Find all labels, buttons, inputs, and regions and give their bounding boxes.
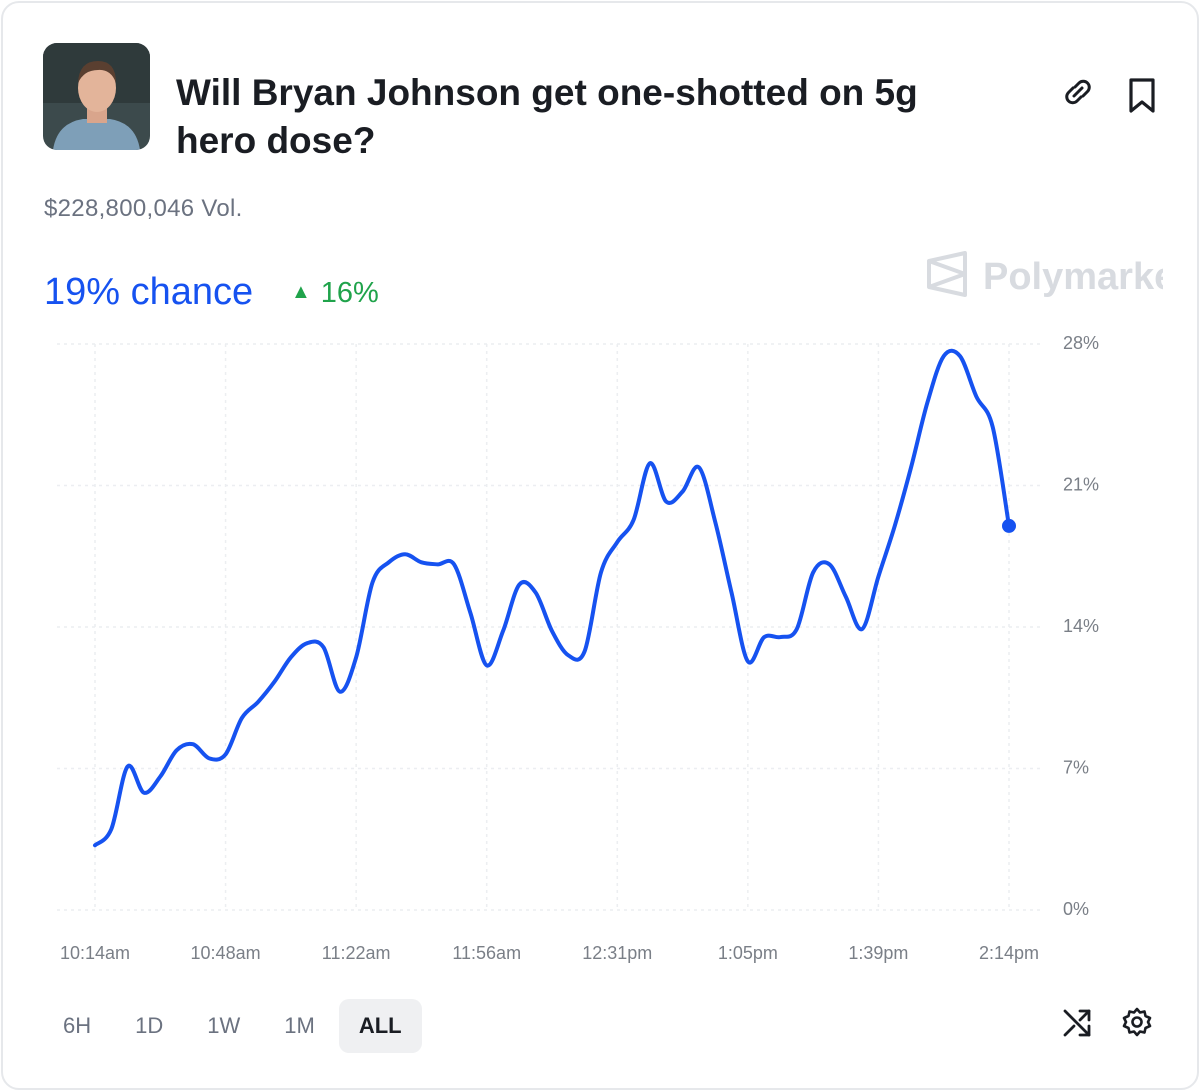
settings-icon[interactable]	[1121, 1006, 1153, 1038]
x-tick-label: 10:48am	[191, 943, 261, 963]
timeframe-button[interactable]: 1D	[135, 1013, 164, 1038]
watermark-text: Polymarket	[983, 256, 1163, 298]
bookmark-icon[interactable]	[1126, 77, 1158, 115]
change-value: 16%	[320, 277, 379, 309]
y-tick-label: 0%	[1063, 899, 1089, 919]
x-tick-label: 10:14am	[60, 943, 130, 963]
x-tick-label: 11:22am	[322, 943, 391, 963]
chart: 0% 7% 14% 21% 28% 10:14am 10:48am 11:22am 11:56a…	[57, 333, 1099, 963]
x-tick-label: 1:05pm	[718, 943, 778, 963]
watermark-logo	[927, 251, 967, 297]
timeframe-button[interactable]: ALL	[338, 999, 422, 1053]
shuffle-icon[interactable]	[1061, 1006, 1095, 1040]
timeframe-bar: 6H 1D 1W 1M ALL	[43, 999, 422, 1053]
chance: 19% chance	[44, 271, 254, 313]
link-icon[interactable]	[1061, 75, 1095, 109]
price-line	[93, 348, 1011, 848]
x-tick-label: 12:31pm	[582, 943, 652, 963]
y-tick-label: 28%	[1063, 333, 1099, 353]
y-tick-label: 21%	[1063, 474, 1099, 494]
up-arrow: ▲	[291, 281, 311, 303]
x-tick-label: 11:56am	[452, 943, 521, 963]
timeframe-button[interactable]: 1M	[284, 1013, 315, 1038]
change: ▲ 16%	[291, 277, 379, 310]
timeframe-button[interactable]: 6H	[63, 1013, 92, 1038]
watermark: Polymarket	[925, 251, 1163, 301]
y-tick-label: 7%	[1063, 757, 1089, 777]
last-point	[1002, 518, 1016, 533]
market-title: Will Bryan Johnson get one-shotted on 5g…	[176, 72, 918, 161]
x-tick-label: 1:39pm	[848, 943, 908, 963]
x-tick-label: 2:14pm	[979, 943, 1039, 963]
avatar	[43, 43, 150, 150]
y-tick-label: 14%	[1063, 616, 1099, 636]
volume: $228,800,046 Vol.	[44, 195, 243, 222]
timeframe-button[interactable]: 1W	[207, 1013, 241, 1038]
